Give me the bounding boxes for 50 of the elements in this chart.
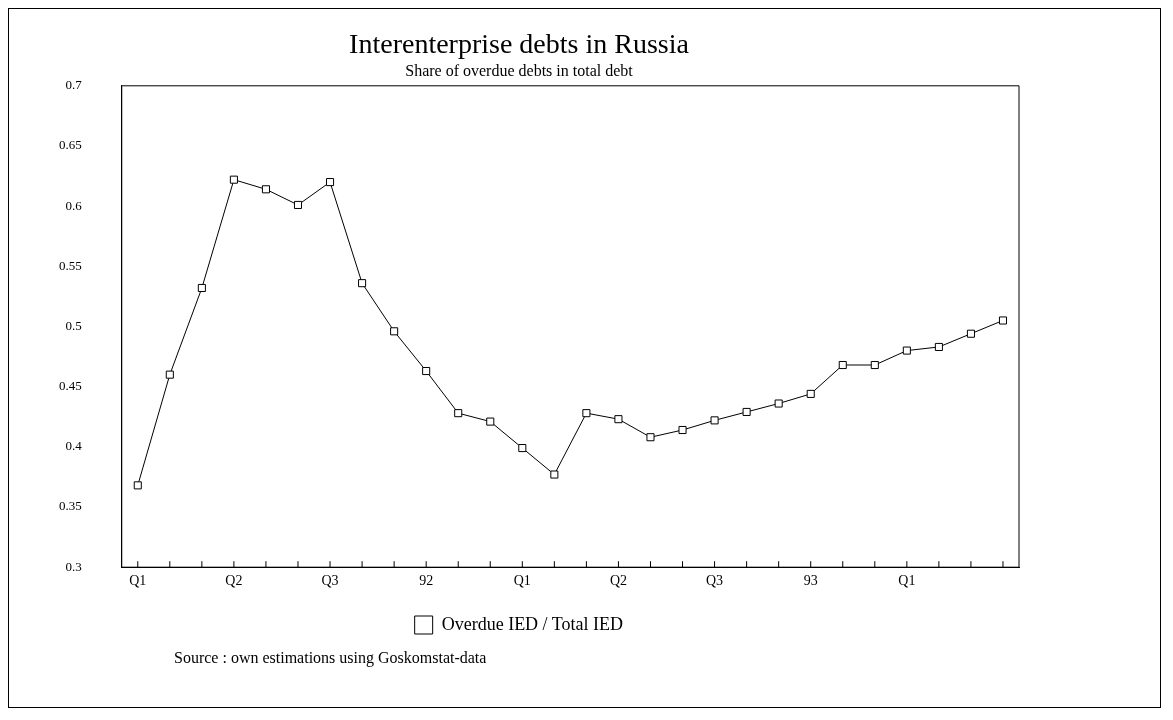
point [422,366,431,376]
point [902,346,911,355]
x-tick-label: Q1 [129,573,147,589]
y-tick-label: 0.5 [65,317,82,333]
x-tick-label: 92 [419,573,434,589]
y-tick-label: 0.4 [65,438,83,454]
legend-label: Overdue IED / Total IED [441,613,624,634]
x-tick-label: Q1 [513,573,531,589]
x-tick-label: Q3 [706,573,724,589]
y-tick-label: 0.65 [59,137,82,153]
point [998,316,1008,325]
point [966,329,975,338]
point [806,389,815,398]
y-tick-label: 0.35 [59,498,82,514]
point [486,417,495,426]
y-tick-label: 0.3 [65,558,82,574]
point [518,444,527,453]
point [326,178,335,187]
point [165,370,174,379]
x-tick-label: Q1 [898,573,916,589]
point [582,409,591,418]
x-tick-label: Q3 [321,573,339,589]
point [742,407,751,416]
point [390,327,399,336]
point [678,425,687,435]
point [614,415,623,424]
point [358,279,367,288]
point [197,283,206,293]
point [710,416,719,425]
point [133,481,142,490]
x-tick-label: Q2 [225,573,243,589]
point [774,399,783,408]
point [229,175,238,184]
point [838,360,847,370]
y-tick-label: 0.7 [65,77,83,93]
point [870,360,879,370]
point [934,342,943,351]
point [454,409,463,418]
point [550,470,559,479]
chart-title: Interenterprise debts in Russia [349,28,690,60]
source-note: Source : own estimations using Goskomstat-data [174,649,488,667]
y-tick-label: 0.6 [65,197,83,213]
point [646,433,655,442]
y-tick-label: 0.55 [59,257,82,273]
x-tick-label: Q2 [609,573,627,589]
chart-subtitle: Share of overdue debts in total debt [405,62,634,80]
point [293,200,303,209]
point [261,185,270,194]
x-tick-label: 93 [803,573,818,589]
y-tick-label: 0.45 [59,378,82,394]
